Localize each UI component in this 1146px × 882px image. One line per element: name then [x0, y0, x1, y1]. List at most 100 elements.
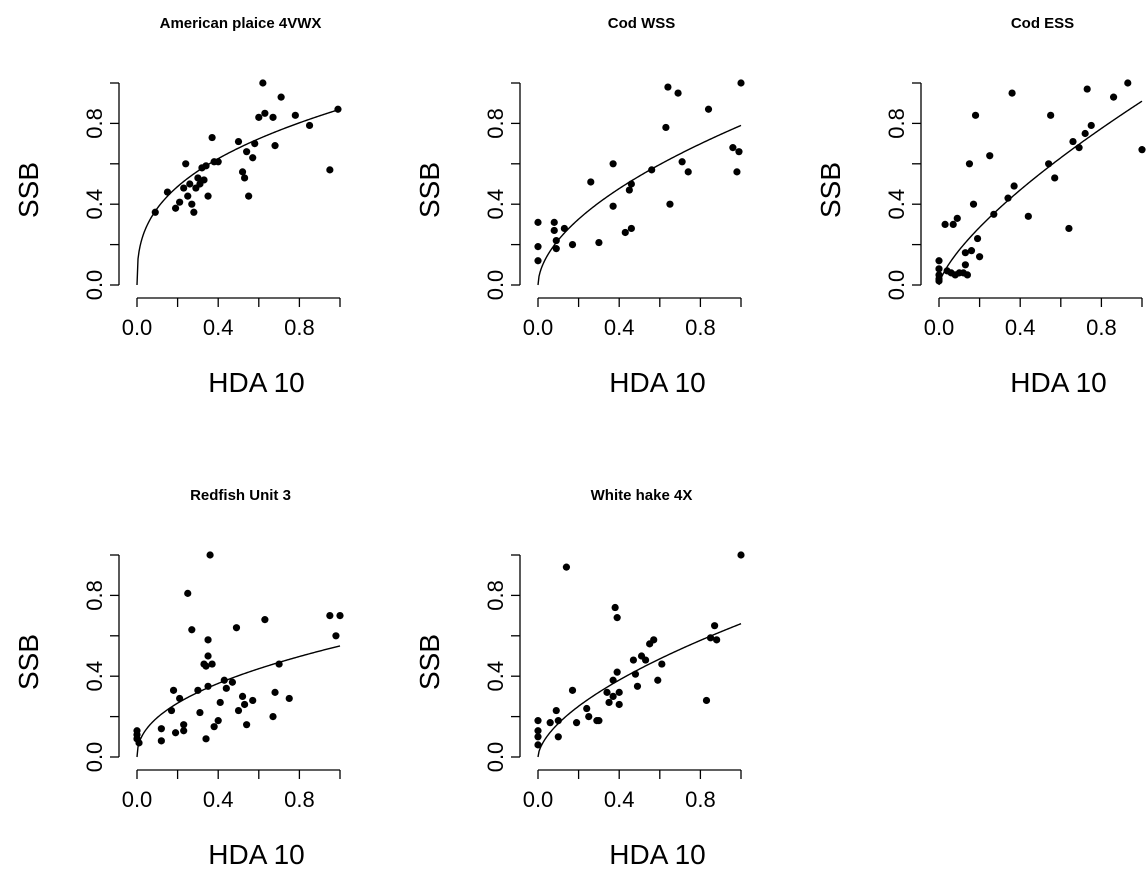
data-point	[240, 700, 249, 709]
data-point	[188, 626, 196, 634]
x-tick-label: 0.8	[284, 787, 315, 812]
data-point	[629, 656, 638, 664]
data-point	[234, 137, 243, 146]
data-point	[534, 243, 542, 251]
y-tick-label: 0.0	[884, 270, 909, 301]
data-point	[969, 200, 978, 208]
data-point	[182, 160, 190, 168]
data-point	[259, 79, 267, 87]
y-tick-label: 0.0	[483, 742, 508, 773]
data-point	[243, 148, 251, 156]
data-point	[208, 133, 216, 142]
data-point	[180, 184, 188, 192]
x-tick-label: 0.8	[685, 315, 716, 340]
data-point	[595, 238, 603, 247]
y-tick-label: 0.8	[82, 580, 107, 611]
data-point	[554, 717, 562, 725]
data-point	[208, 660, 216, 668]
data-point	[562, 563, 571, 571]
data-point	[627, 180, 635, 188]
data-point	[963, 271, 972, 279]
data-point	[1065, 224, 1073, 233]
data-point	[554, 733, 562, 741]
y-tick-label: 0.4	[483, 661, 508, 692]
x-tick-label: 0.8	[685, 787, 716, 812]
data-point	[965, 160, 974, 168]
data-point	[204, 636, 212, 644]
data-point	[1109, 93, 1118, 101]
x-axis-title: HDA 10	[1010, 367, 1107, 398]
data-point	[735, 148, 743, 156]
data-point	[249, 696, 257, 705]
data-point	[291, 111, 299, 119]
y-axis-title: SSB	[414, 634, 445, 690]
panel-title: Cod WSS	[608, 15, 676, 32]
data-point	[214, 717, 222, 725]
data-point	[190, 208, 198, 216]
data-point	[605, 698, 613, 707]
scatter-panel: Cod WSS 0.0 0.4 0.8 0.0 0.4 0.8 HDA 10 SSB	[414, 15, 745, 398]
data-point	[648, 166, 656, 174]
data-point	[171, 204, 180, 212]
data-point	[976, 253, 984, 261]
data-point	[595, 717, 603, 725]
x-tick-label: 0.4	[604, 315, 635, 340]
data-point	[220, 676, 228, 684]
data-point	[713, 636, 721, 644]
data-point	[326, 166, 334, 174]
data-point	[204, 652, 212, 660]
data-point	[621, 228, 629, 237]
data-point	[1051, 174, 1059, 182]
data-point	[204, 682, 212, 690]
data-point	[706, 634, 715, 642]
data-point	[666, 200, 674, 208]
data-point	[151, 208, 159, 216]
y-tick-label: 0.4	[884, 189, 909, 220]
data-point	[277, 93, 285, 101]
data-point	[1083, 85, 1091, 93]
data-point	[678, 158, 686, 166]
data-point	[733, 168, 741, 176]
data-point	[1045, 160, 1053, 168]
data-point	[641, 656, 650, 664]
data-point	[587, 178, 595, 186]
panel-title: Cod ESS	[1011, 15, 1074, 32]
x-tick-label: 0.0	[523, 787, 554, 812]
y-axis-title: SSB	[13, 634, 44, 690]
data-point	[986, 152, 994, 160]
y-axis-title: SSB	[414, 162, 445, 218]
data-point	[552, 245, 560, 253]
data-point	[204, 192, 212, 200]
fitted-curve	[136, 108, 341, 286]
data-point	[609, 676, 617, 684]
y-tick-label: 0.4	[483, 189, 508, 220]
data-point	[163, 188, 172, 196]
data-point	[232, 624, 241, 632]
y-tick-label: 0.0	[82, 270, 107, 301]
data-point	[202, 735, 210, 743]
fitted-curve	[537, 124, 742, 286]
data-point	[534, 727, 542, 735]
data-point	[210, 723, 218, 731]
data-point	[1004, 194, 1012, 202]
data-point	[552, 706, 560, 715]
data-point	[1024, 212, 1032, 220]
data-point	[990, 210, 998, 218]
data-point	[534, 218, 542, 226]
data-point	[664, 83, 672, 91]
data-point	[650, 636, 658, 644]
data-point	[176, 694, 184, 703]
data-point	[169, 686, 178, 694]
data-point	[222, 684, 230, 692]
data-point	[251, 140, 259, 148]
x-tick-label: 0.8	[1086, 315, 1117, 340]
data-point	[1008, 89, 1016, 97]
data-point	[1075, 144, 1083, 152]
x-tick-label: 0.4	[604, 787, 635, 812]
data-point	[737, 79, 745, 87]
data-point	[631, 670, 640, 678]
data-point	[935, 265, 943, 273]
data-point	[1124, 79, 1132, 87]
data-point	[949, 220, 957, 228]
